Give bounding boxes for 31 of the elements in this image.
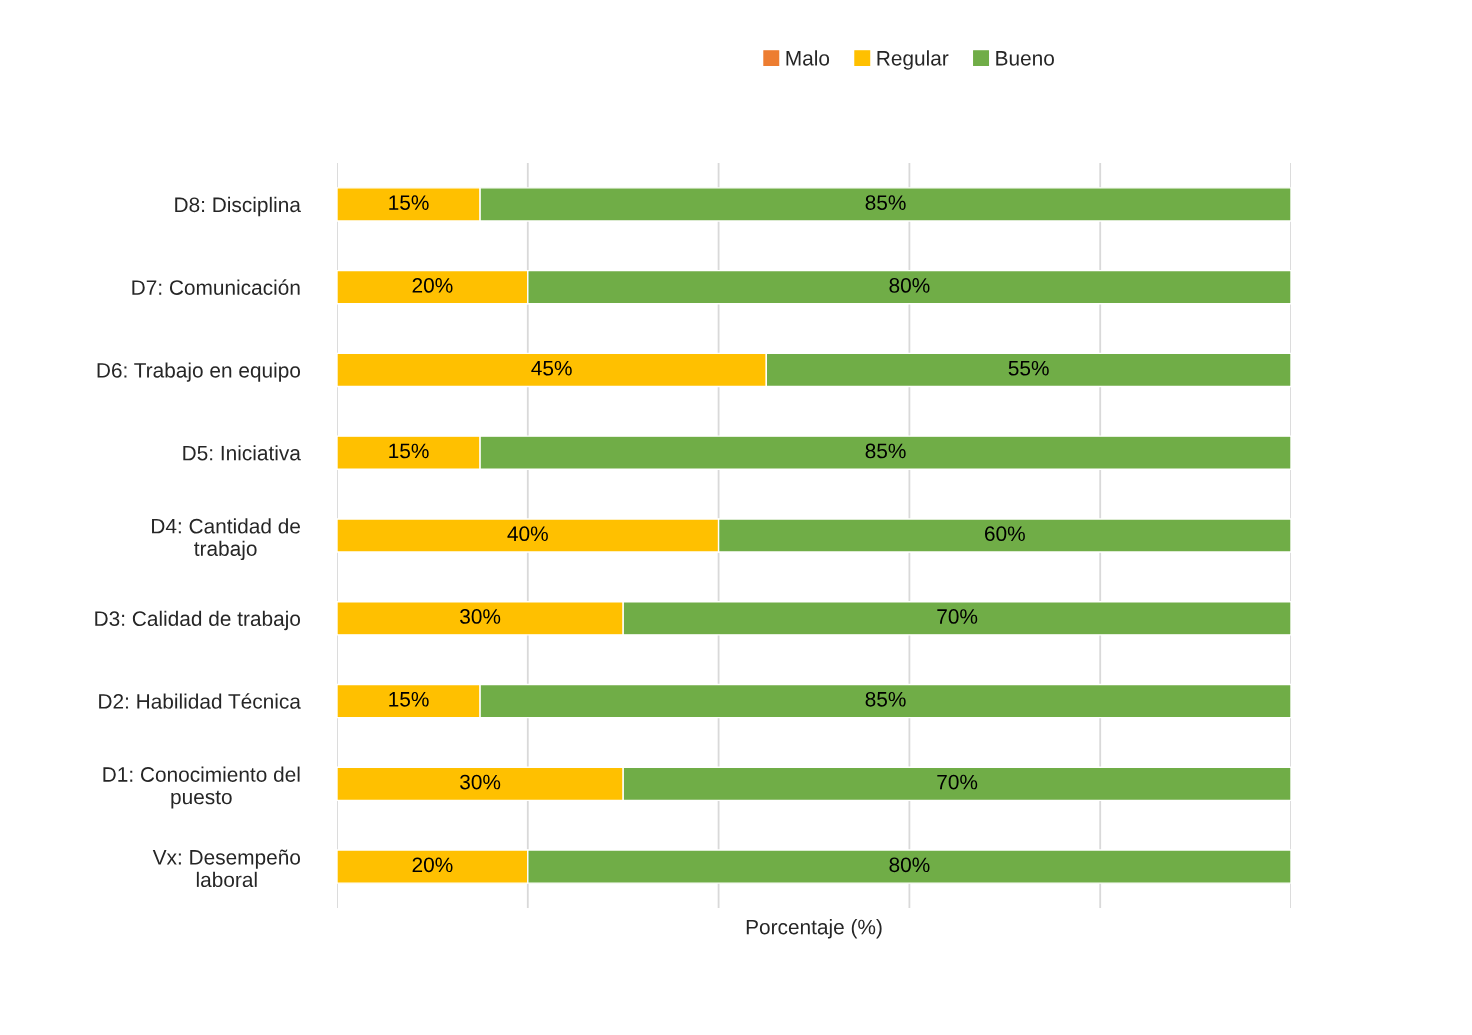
- y-tick-label: D2: Habilidad Técnica: [99, 693, 301, 709]
- data-label: 15%: [389, 443, 429, 459]
- data-label: 70%: [937, 774, 978, 790]
- x-axis-title: Porcentaje (%): [746, 919, 882, 939]
- legend-label: Regular: [877, 50, 949, 70]
- data-label: 80%: [889, 857, 930, 873]
- data-label: 85%: [865, 195, 906, 210]
- y-tick-label: D5: Iniciativa: [183, 445, 301, 461]
- data-label: 60%: [985, 526, 1025, 542]
- data-label: 85%: [865, 691, 906, 707]
- legend-label: Bueno: [996, 51, 1054, 66]
- data-label: 15%: [389, 691, 429, 707]
- data-label: 30%: [460, 609, 501, 624]
- data-label: 20%: [412, 278, 453, 293]
- data-label: 45%: [531, 360, 572, 376]
- y-tick-label: D4: Cantidad de trabajo: [152, 518, 300, 561]
- data-label: 30%: [460, 774, 501, 790]
- legend-label: Malo: [786, 50, 830, 66]
- y-tick-label: D7: Comunicación: [132, 279, 300, 295]
- y-tick-label: Vx: Desempeño laboral: [152, 849, 301, 888]
- data-label: 55%: [1008, 360, 1049, 376]
- data-label: 40%: [507, 526, 548, 542]
- data-label: 20%: [412, 857, 453, 873]
- data-label: 80%: [889, 278, 930, 293]
- data-label: 15%: [389, 195, 429, 210]
- y-tick-label: D1: Conocimiento del puesto: [103, 766, 300, 809]
- y-tick-label: D6: Trabajo en equipo: [97, 362, 301, 382]
- y-tick-label: D8: Disciplina: [175, 196, 301, 217]
- data-label: 85%: [865, 443, 906, 459]
- data-label: 70%: [937, 609, 978, 624]
- y-tick-label: D3: Calidad de trabajo: [95, 610, 301, 631]
